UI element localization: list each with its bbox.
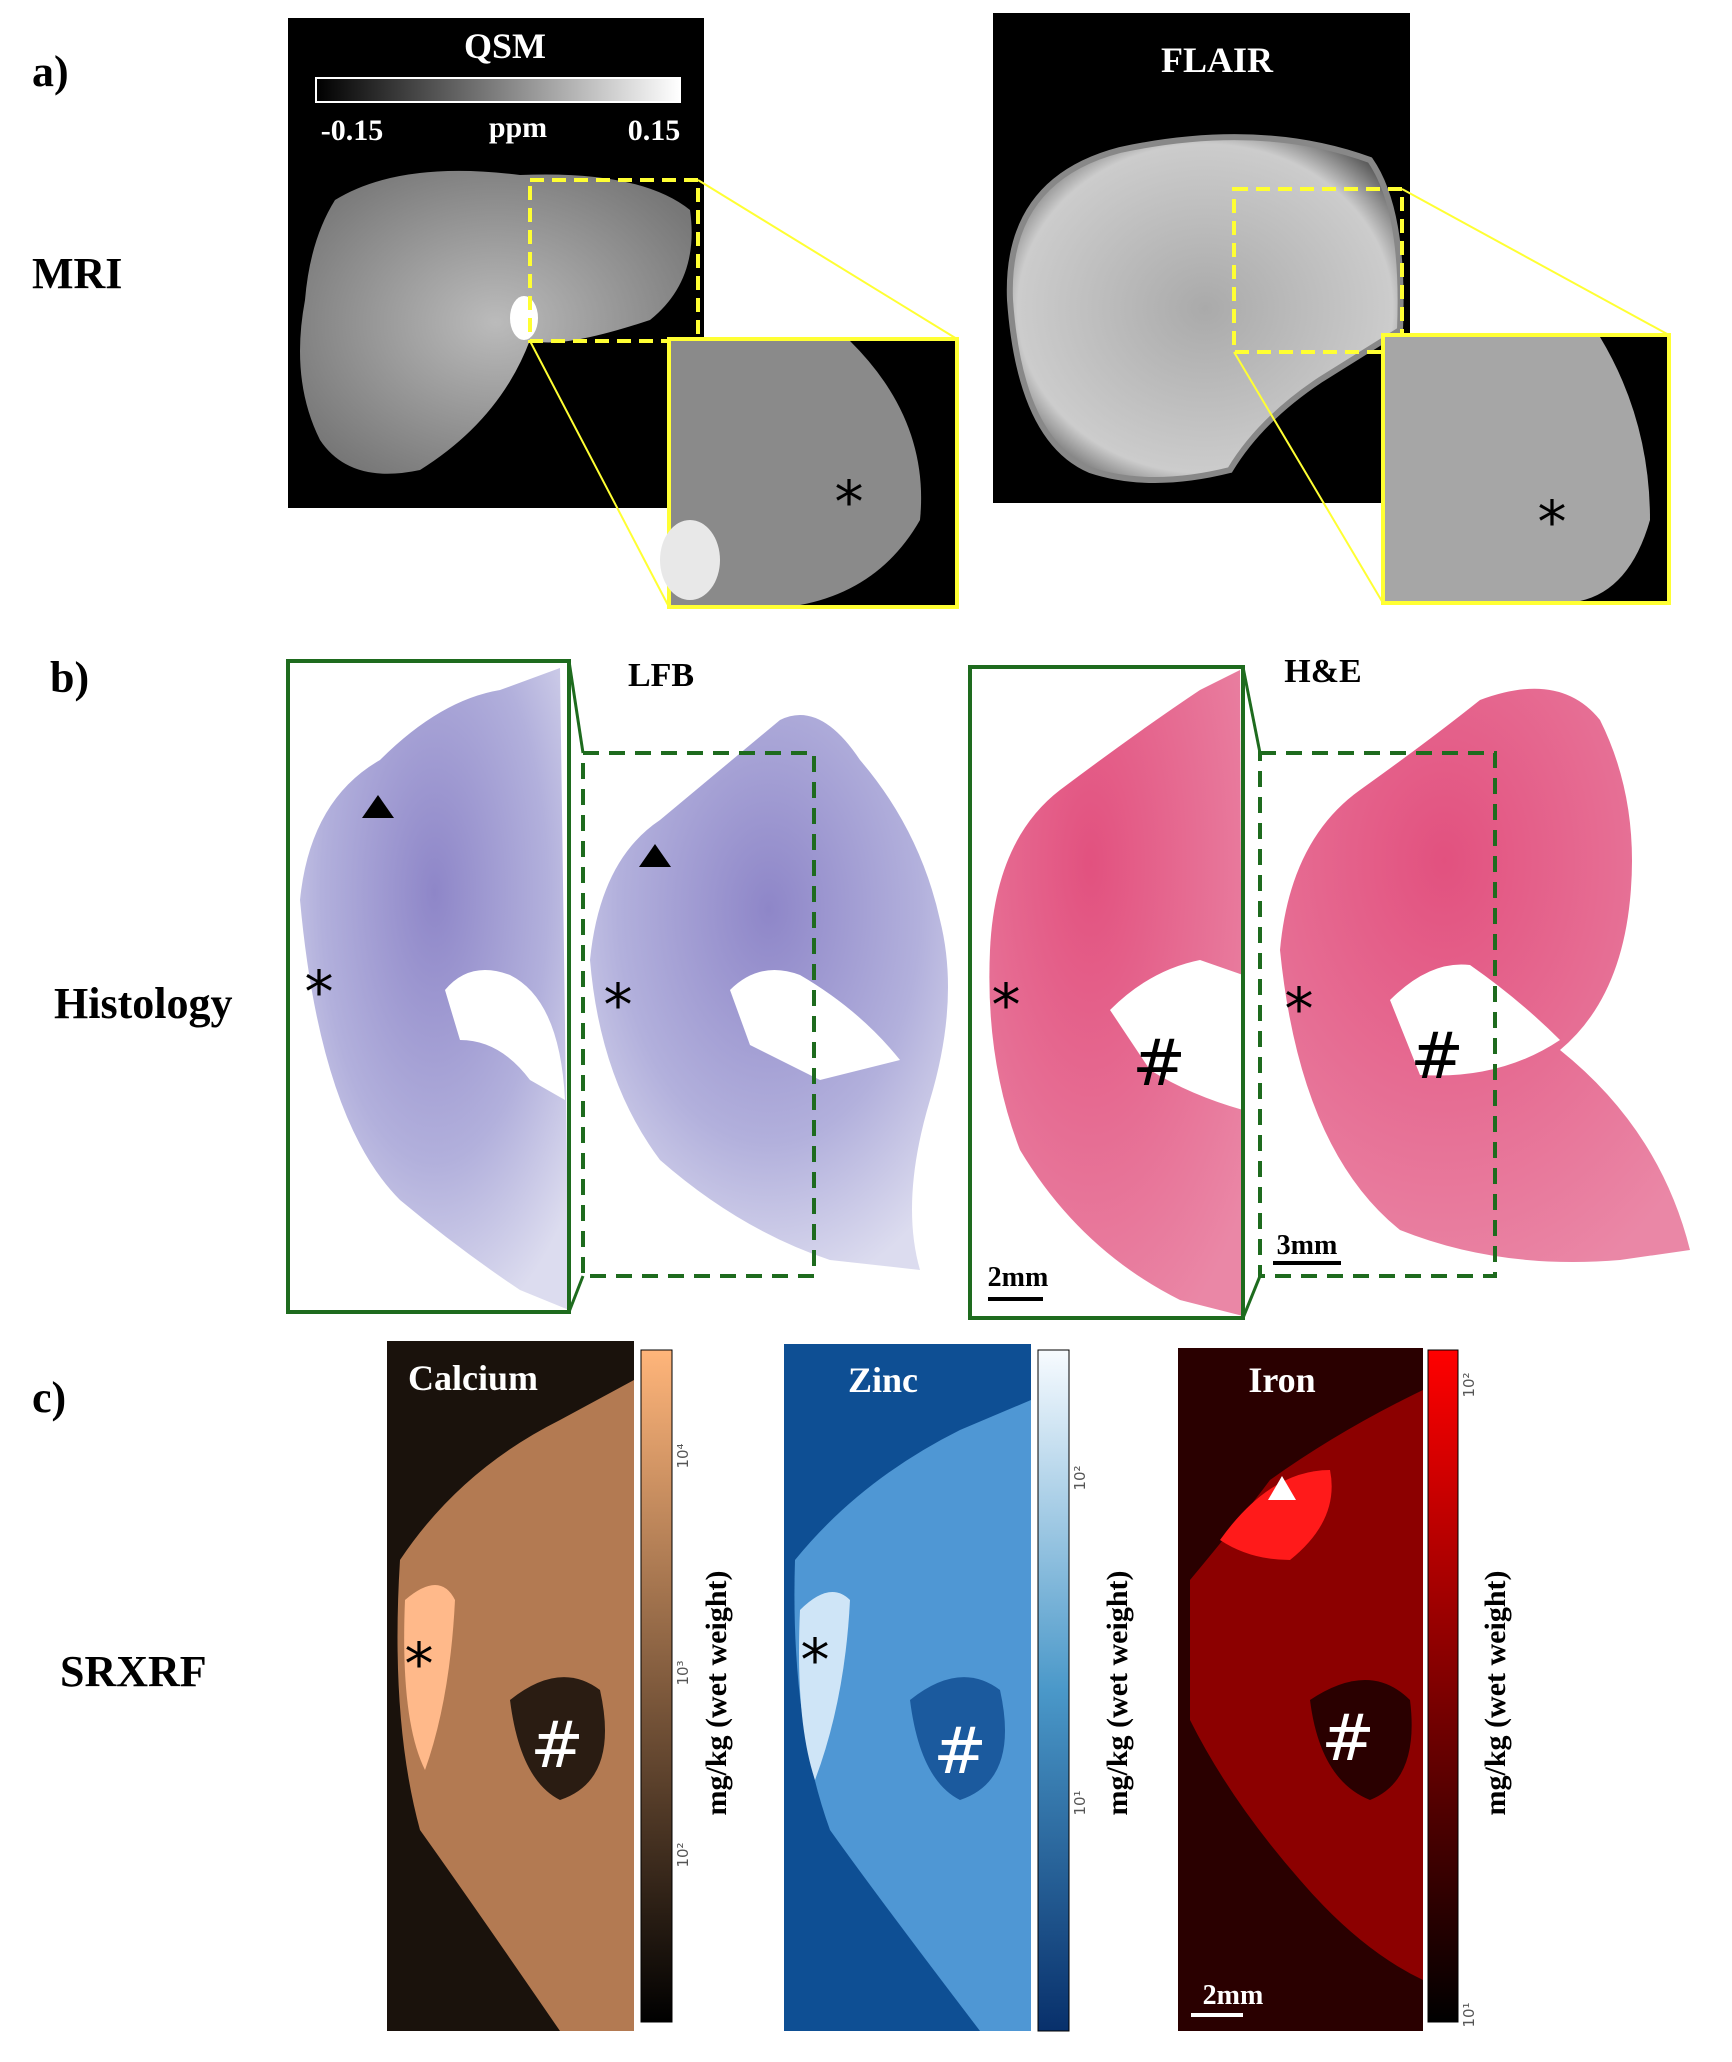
triangle-marker — [362, 795, 394, 818]
colorbar-max: 0.15 — [628, 114, 681, 147]
marker: * — [835, 468, 864, 536]
colorbar-tick: 10⁴ — [674, 1443, 692, 1468]
zoom-region — [1232, 187, 1404, 354]
calcium-colorbar — [640, 1349, 673, 2023]
marker: * — [1538, 488, 1567, 556]
zoom-connector — [567, 660, 585, 754]
zoom-connector — [529, 340, 670, 608]
colorbar-axis-label: mg/kg (wet weight) — [1101, 1571, 1134, 1816]
zoom-connector — [1241, 666, 1262, 754]
panel-label: c) — [32, 1373, 66, 1422]
colorbar-tick: 10² — [1071, 1465, 1089, 1490]
colorbar-axis-label: mg/kg (wet weight) — [700, 1571, 733, 1816]
marker: # — [530, 1709, 584, 1783]
qsm-colorbar — [315, 77, 681, 103]
map-title: Iron — [1248, 1360, 1315, 1400]
colorbar-axis-label: mg/kg (wet weight) — [1479, 1571, 1512, 1816]
zinc-ventricle — [910, 1677, 1005, 1800]
marker: # — [933, 1715, 987, 1789]
marker: * — [305, 958, 334, 1026]
triangle-marker — [1268, 1476, 1296, 1500]
marker: * — [405, 1630, 434, 1698]
marker: * — [992, 971, 1021, 1039]
lfb-overview-box — [286, 659, 571, 1314]
flair-zoom-tissue — [1385, 337, 1650, 601]
zoom-connector — [697, 179, 958, 340]
he-overview-box — [968, 665, 1245, 1320]
zoom-connector — [1233, 351, 1384, 604]
colorbar-min: -0.15 — [321, 114, 384, 147]
qsm-brain — [300, 170, 692, 474]
colorbar-tick: 10³ — [674, 1660, 692, 1685]
he-tissue — [1280, 688, 1690, 1262]
zinc-colorbar — [1037, 1349, 1070, 2032]
stain-title: H&E — [1284, 653, 1361, 690]
marker: # — [1410, 1020, 1464, 1094]
zoom-connector — [1401, 188, 1670, 336]
scale-bar-label: 3mm — [1277, 1230, 1338, 1261]
row-label: SRXRF — [60, 1647, 207, 1696]
lfb-zoom-box — [581, 751, 816, 1278]
he-zoom-box — [1258, 751, 1497, 1278]
colorbar-tick: 10¹ — [1071, 1790, 1089, 1815]
marker: # — [1132, 1027, 1186, 1101]
iron-ventricle — [1310, 1680, 1412, 1800]
marker: * — [1285, 975, 1314, 1043]
colorbar-tick: 10¹ — [1460, 2002, 1478, 2027]
iron-hotspot — [1220, 1470, 1332, 1560]
he-tissue — [989, 670, 1243, 1316]
calcium-ventricle — [510, 1677, 605, 1800]
marker: * — [801, 1626, 830, 1694]
row-label: Histology — [54, 979, 232, 1028]
qsm-zoom-tissue — [671, 341, 922, 605]
calcium-hotspot — [404, 1585, 455, 1770]
iron-colorbar — [1427, 1349, 1459, 2023]
zoom-region — [528, 178, 700, 343]
qsm-title: QSM — [464, 26, 546, 66]
colorbar-tick: 10² — [1460, 1372, 1478, 1397]
triangle-marker — [639, 844, 671, 867]
panel-label: a) — [32, 47, 69, 96]
scale-bar-label: 2mm — [988, 1262, 1049, 1293]
he-ventricle — [1390, 964, 1560, 1076]
zoom-connector — [567, 1275, 585, 1313]
panel-label: b) — [50, 653, 89, 702]
scale-bar-label: 2mm — [1203, 1980, 1264, 2011]
map-title: Zinc — [848, 1360, 918, 1400]
map-title: Calcium — [408, 1358, 538, 1398]
qsm-bright-spot — [510, 296, 538, 340]
stain-title: LFB — [628, 657, 694, 694]
he-ventricle — [1110, 960, 1243, 1110]
zoom-connector — [1241, 1275, 1262, 1319]
lfb-ventricle — [445, 970, 565, 1100]
lfb-tissue — [300, 668, 569, 1310]
qsm-zoom-bright — [660, 520, 720, 600]
flair-title: FLAIR — [1161, 40, 1274, 80]
marker: * — [604, 971, 633, 1039]
zinc-hotspot — [799, 1592, 850, 1780]
colorbar-unit: ppm — [489, 111, 547, 144]
row-label: MRI — [32, 249, 122, 298]
colorbar-tick: 10² — [674, 1842, 692, 1867]
marker: # — [1321, 1702, 1375, 1776]
